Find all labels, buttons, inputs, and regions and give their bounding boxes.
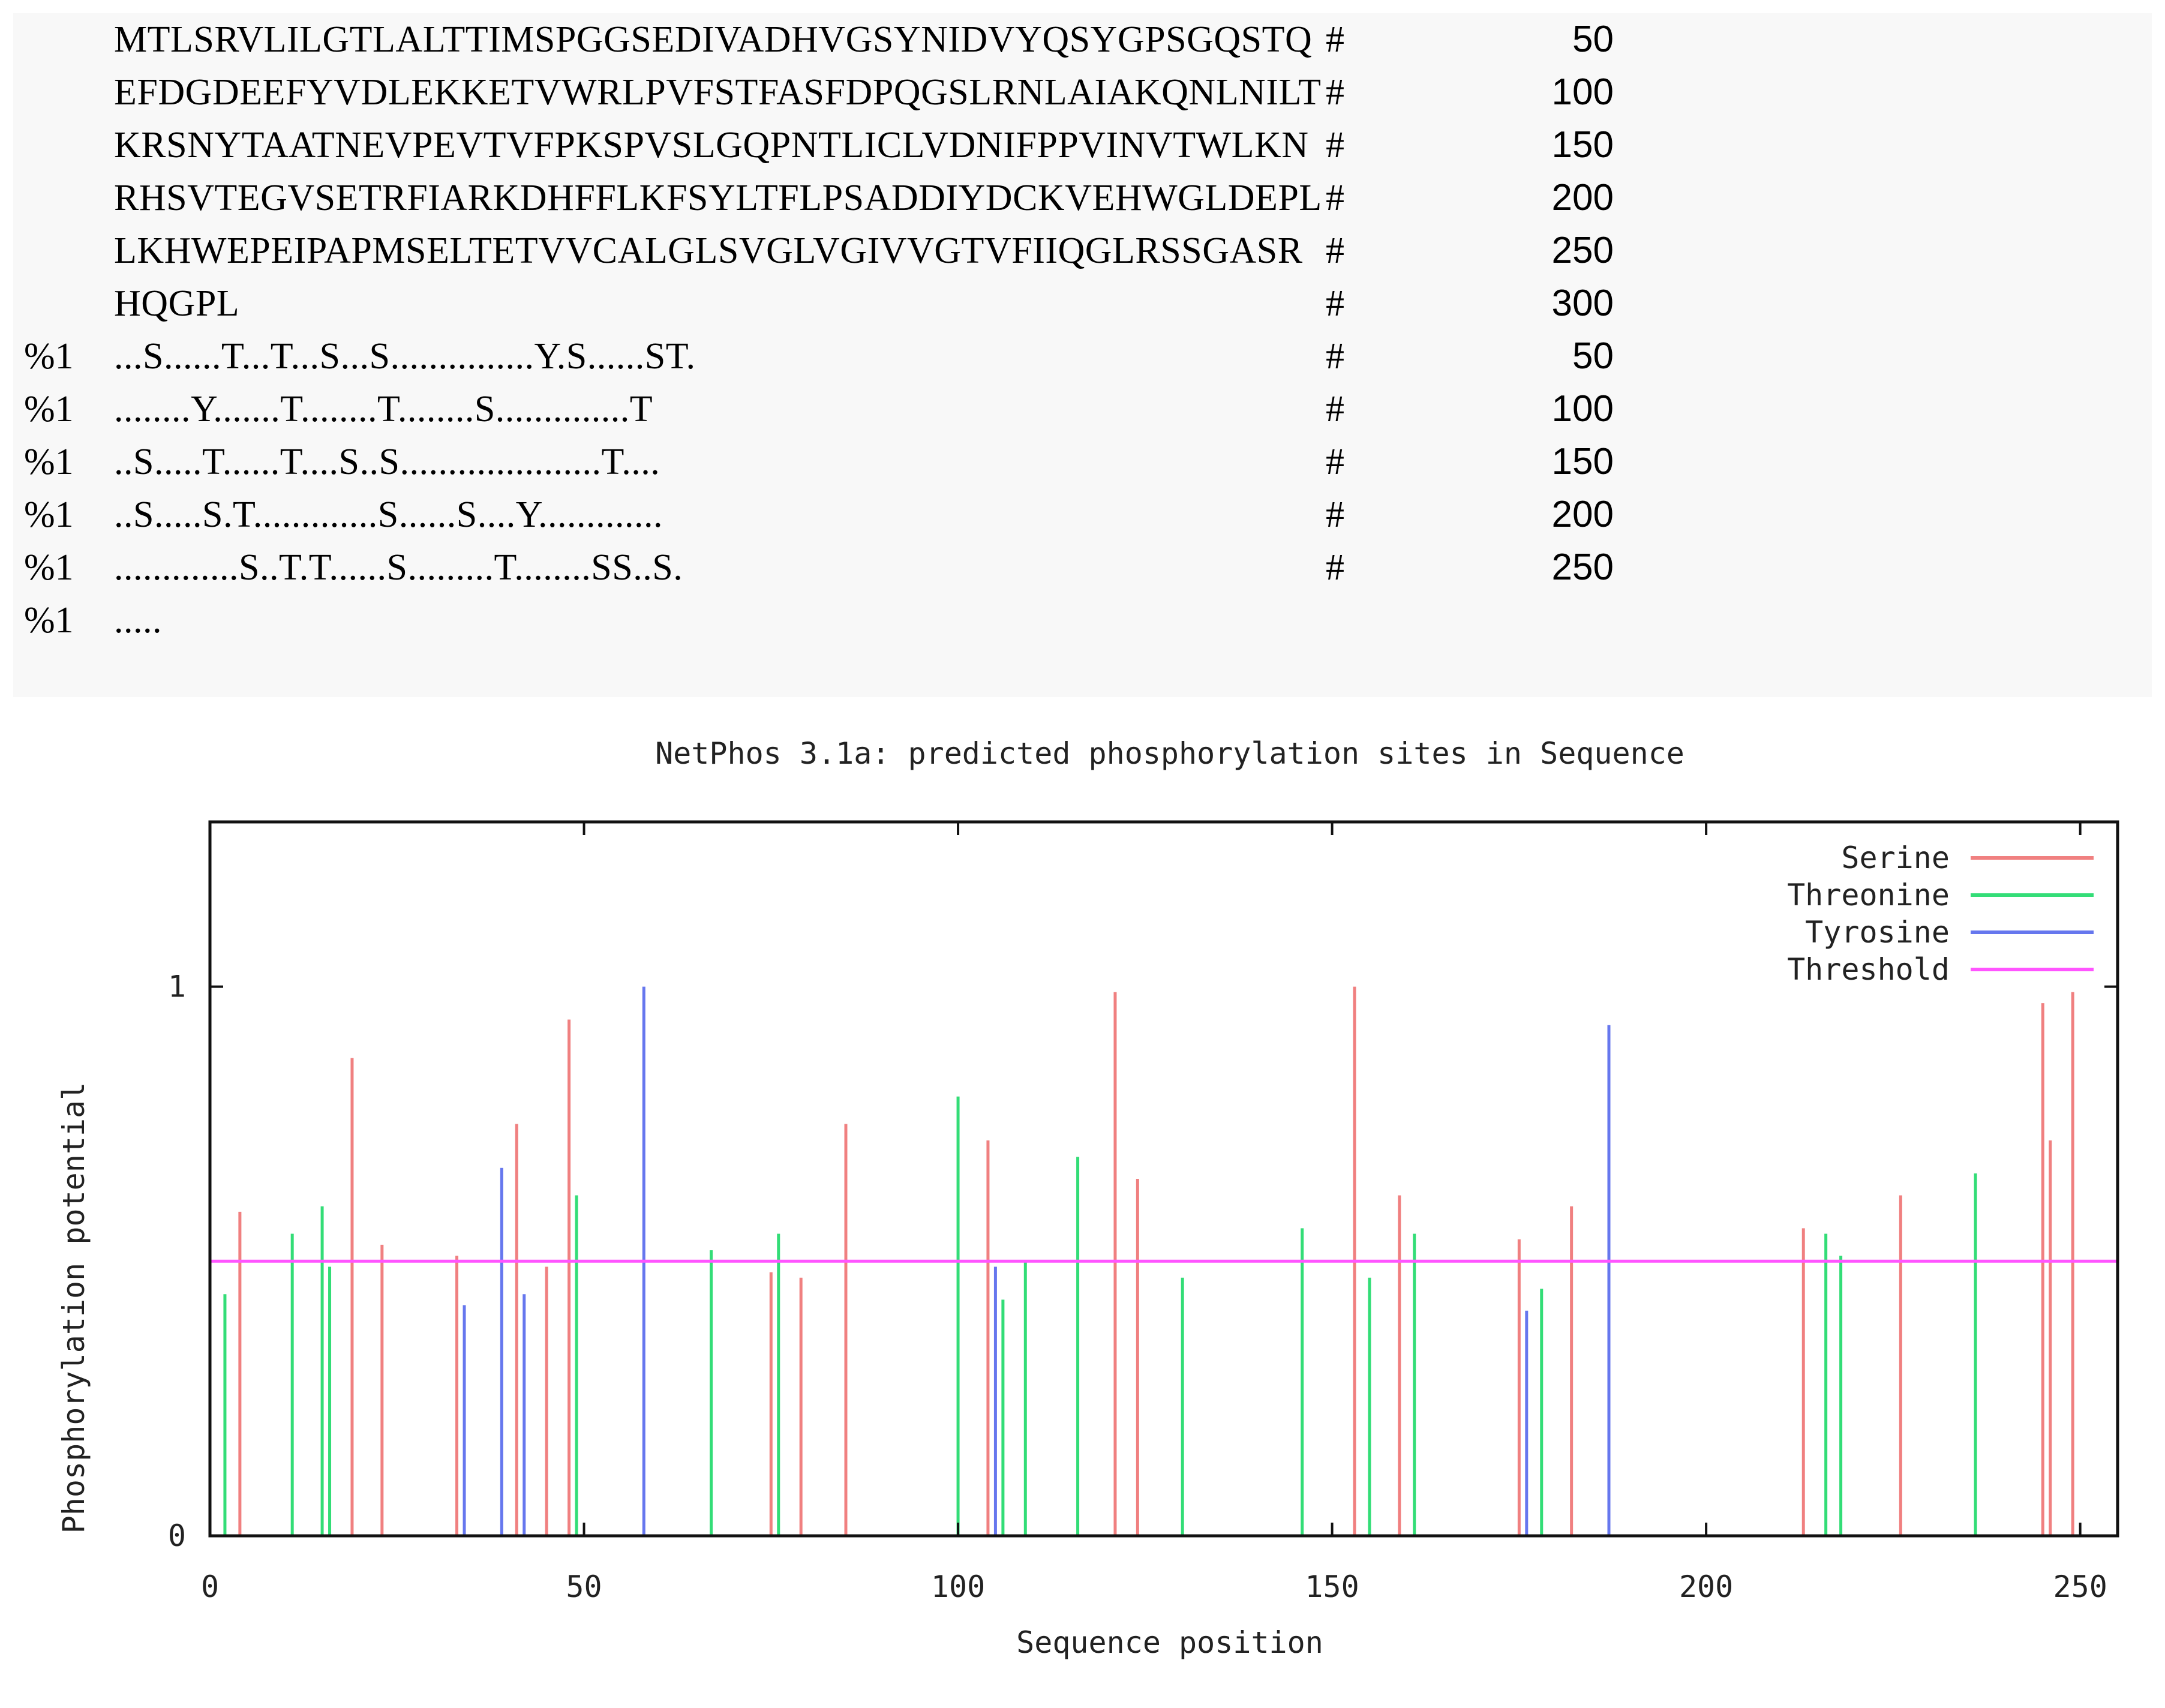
- position-number: 250: [1551, 230, 1614, 271]
- chart-panel: NetPhos 3.1a: predicted phosphorylation …: [24, 699, 2148, 1683]
- x-tick-label: 150: [1305, 1569, 1359, 1604]
- row-tag: [13, 119, 114, 172]
- sequence-row: LKHWEPEIPAPMSELTETVVCALGLSVGLVGIVVGTVFII…: [13, 224, 1614, 277]
- position-number: 50: [1572, 19, 1614, 60]
- row-tag: %1: [24, 442, 74, 482]
- x-tick-label: 0: [201, 1569, 219, 1604]
- sequence-row: KRSNYTAATNEVPEVTVFPKSPVSLGQPNTLICLVDNIFP…: [13, 119, 1614, 172]
- row-tag: [13, 277, 114, 330]
- sequence-row: MTLSRVLILGTLALTTIMSPGGSEDIVADHVGSYNIDVYQ…: [13, 13, 1614, 66]
- prediction-text: ........Y.......T........T........S.....…: [114, 389, 653, 430]
- row-tag: %1: [24, 389, 74, 430]
- x-tick-label: 200: [1679, 1569, 1733, 1604]
- prediction-row: %1 .............S..T.T......S.........T.…: [13, 541, 1614, 594]
- sequence-table: MTLSRVLILGTLALTTIMSPGGSEDIVADHVGSYNIDVYQ…: [13, 13, 1614, 647]
- plot-frame: [208, 820, 2119, 1538]
- y-tick-label: 0: [168, 1518, 186, 1553]
- legend-label: Serine: [1841, 841, 1950, 875]
- prediction-row: %1 ..S.....T......T....S..S.............…: [13, 436, 1614, 488]
- hash-symbol: #: [1326, 125, 1344, 166]
- position-number: 100: [1551, 71, 1614, 113]
- prediction-row: %1 ........Y.......T........T........S..…: [13, 383, 1614, 436]
- prediction-text: .............S..T.T......S.........T....…: [114, 547, 683, 588]
- hash-symbol: #: [1326, 494, 1344, 535]
- prediction-row: %1 .....: [13, 594, 1614, 647]
- legend-label: Threonine: [1787, 878, 1950, 912]
- sequence-text: HQGPL: [114, 283, 240, 324]
- hash-symbol: #: [1326, 178, 1344, 218]
- hash-symbol: #: [1326, 389, 1344, 430]
- row-tag: %1: [24, 547, 74, 588]
- x-tick-label: 250: [2053, 1569, 2107, 1604]
- sequence-row: EFDGDEEFYVDLEKKETVWRLPVFSTFASFDPQGSLRNLA…: [13, 66, 1614, 119]
- position-number: 200: [1551, 494, 1614, 535]
- hash-symbol: #: [1326, 283, 1344, 324]
- row-tag: %1: [24, 600, 74, 641]
- row-tag: [13, 224, 114, 277]
- position-number: 50: [1572, 335, 1614, 377]
- sequence-panel: MTLSRVLILGTLALTTIMSPGGSEDIVADHVGSYNIDVYQ…: [13, 13, 2152, 697]
- x-tick-label: 50: [566, 1569, 602, 1604]
- position-number: 250: [1551, 547, 1614, 588]
- hash-symbol: #: [1326, 547, 1344, 588]
- row-tag: [13, 172, 114, 224]
- sequence-row: HQGPL # 300: [13, 277, 1614, 330]
- position-number: 100: [1551, 388, 1614, 430]
- sequence-row: RHSVTEGVSETRFIARKDHFFLKFSYLTFLPSADDIYDCK…: [13, 172, 1614, 224]
- row-tag: [13, 66, 114, 119]
- position-number: 150: [1551, 124, 1614, 166]
- legend-label: Threshold: [1787, 952, 1950, 987]
- row-tag: [13, 13, 114, 66]
- prediction-row: %1 ...S......T...T...S...S..............…: [13, 330, 1614, 383]
- prediction-text: ..S.....S.T.............S......S....Y...…: [114, 494, 663, 535]
- row-tag: %1: [24, 336, 74, 377]
- sequence-text: LKHWEPEIPAPMSELTETVVCALGLSVGLVGIVVGTVFII…: [114, 230, 1303, 271]
- sequence-text: MTLSRVLILGTLALTTIMSPGGSEDIVADHVGSYNIDVYQ…: [114, 19, 1313, 60]
- prediction-text: ..S.....T......T....S..S................…: [114, 442, 660, 482]
- x-tick-label: 100: [931, 1569, 985, 1604]
- legend-label: Tyrosine: [1805, 915, 1950, 950]
- hash-symbol: #: [1326, 72, 1344, 113]
- y-tick-label: 1: [168, 969, 186, 1004]
- hash-symbol: #: [1326, 336, 1344, 377]
- position-number: 150: [1551, 441, 1614, 482]
- position-number: 300: [1551, 283, 1614, 324]
- sequence-text: EFDGDEEFYVDLEKKETVWRLPVFSTFASFDPQGSLRNLA…: [114, 72, 1322, 113]
- position-number: 200: [1551, 177, 1614, 218]
- hash-symbol: #: [1326, 19, 1344, 60]
- y-axis-label: Phosphorylation potential: [56, 1082, 91, 1534]
- position-number: [1440, 594, 1614, 647]
- prediction-text: .....: [114, 600, 162, 641]
- x-axis-label: Sequence position: [1016, 1625, 1323, 1660]
- axis-ticks: 0 50 100 150 200 250 0 1: [168, 822, 2118, 1604]
- prediction-row: %1 ..S.....S.T.............S......S....Y…: [13, 488, 1614, 541]
- chart-title: NetPhos 3.1a: predicted phosphorylation …: [655, 736, 1684, 771]
- sequence-text: RHSVTEGVSETRFIARKDHFFLKFSYLTFLPSADDIYDCK…: [114, 178, 1322, 218]
- row-tag: %1: [24, 494, 74, 535]
- hash-symbol: #: [1326, 442, 1344, 482]
- prediction-text: ...S......T...T...S...S...............Y.…: [114, 336, 696, 377]
- hash-symbol: [1326, 594, 1440, 647]
- phosphorylation-chart: NetPhos 3.1a: predicted phosphorylation …: [56, 736, 2119, 1660]
- sequence-text: KRSNYTAATNEVPEVTVFPKSPVSLGQPNTLICLVDNIFP…: [114, 125, 1309, 166]
- hash-symbol: #: [1326, 230, 1344, 271]
